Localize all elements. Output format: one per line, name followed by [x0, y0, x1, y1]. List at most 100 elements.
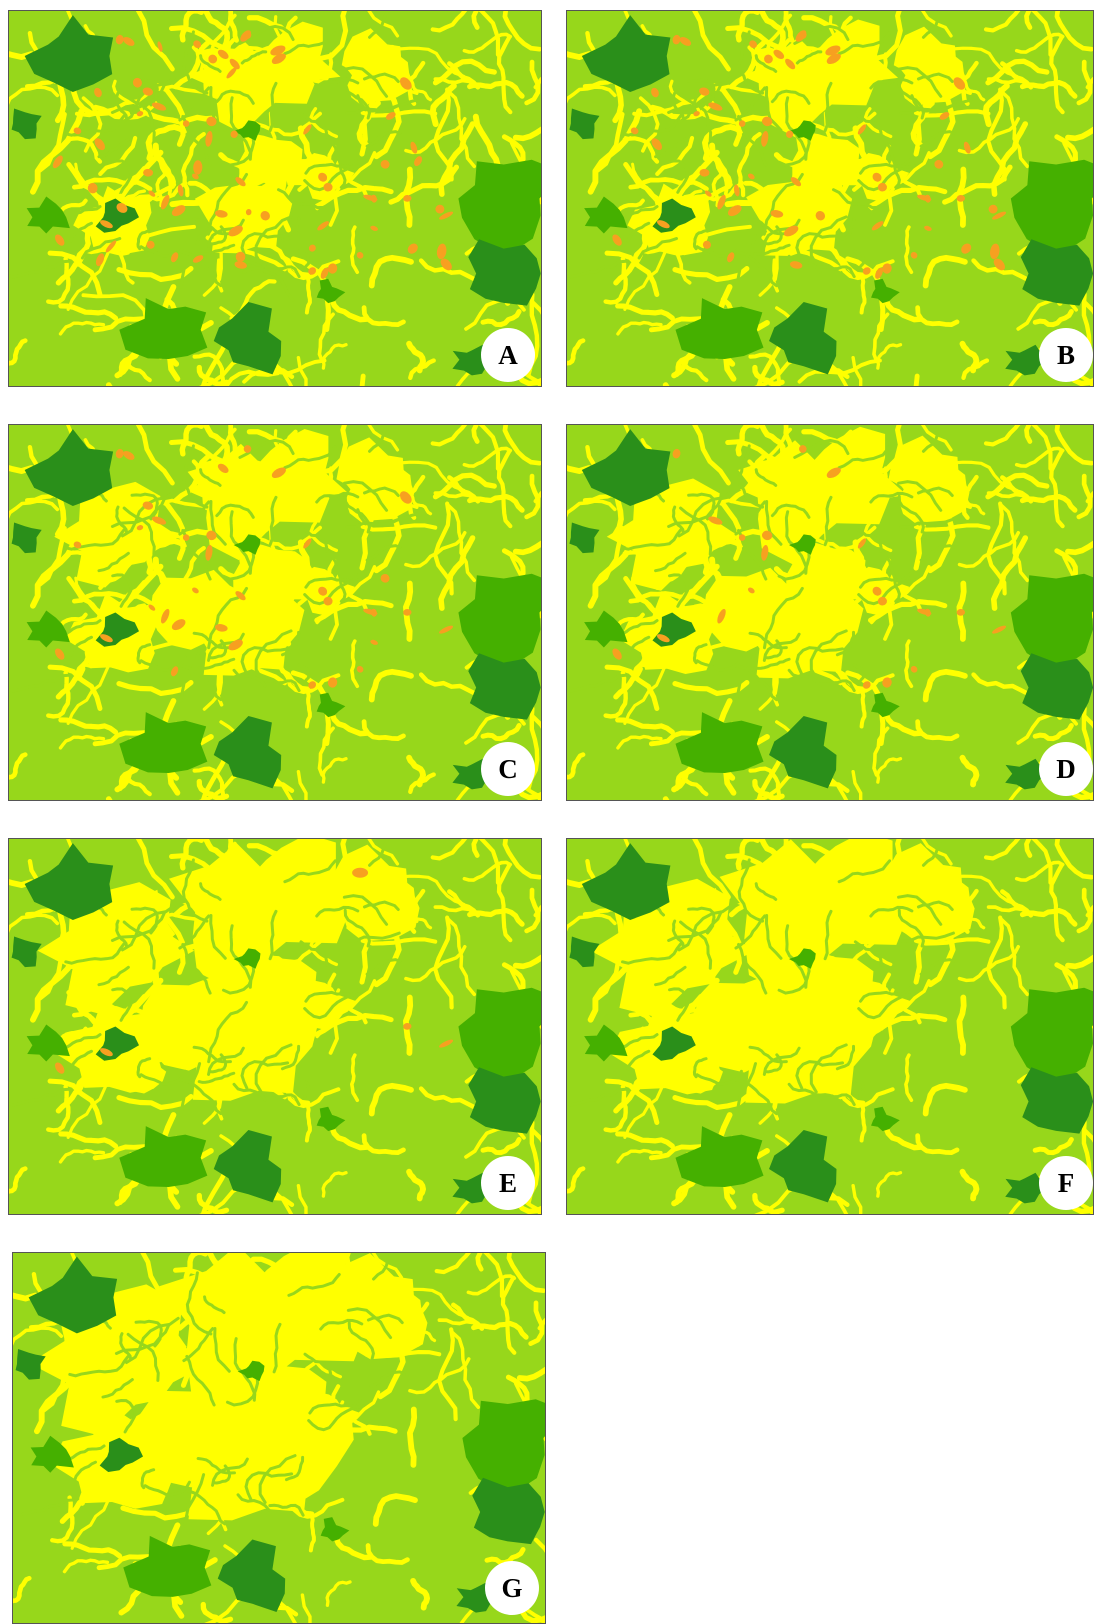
yellow-contour — [13, 1292, 39, 1302]
yellow-contour — [179, 425, 204, 457]
yellow-contour — [604, 664, 660, 711]
orange-hotspot — [148, 190, 156, 197]
yellow-contour — [1014, 446, 1065, 468]
yellow-contour — [300, 1593, 312, 1623]
orange-hotspot — [826, 467, 841, 479]
yellow-contour — [120, 1504, 198, 1521]
green-thread — [69, 221, 93, 243]
yellow-contour — [192, 352, 226, 386]
green-thread — [737, 858, 765, 923]
yellow-contour — [373, 907, 402, 988]
green-thread — [734, 86, 767, 122]
green-thread — [287, 1272, 341, 1297]
yellow-contour — [58, 320, 106, 336]
forest-patch — [316, 278, 346, 304]
green-thread — [101, 1378, 134, 1399]
forest-patch — [11, 108, 42, 140]
forest-patch — [468, 1067, 541, 1134]
forest-patch — [569, 522, 600, 554]
yellow-contour — [388, 164, 460, 205]
green-thread — [365, 544, 402, 562]
yellow-contour — [325, 1580, 352, 1607]
orange-hotspot — [747, 173, 755, 180]
green-thread — [671, 505, 685, 535]
yellow-contour — [888, 998, 922, 1025]
yellow-contour — [437, 1318, 481, 1329]
yellow-contour — [794, 57, 857, 108]
yellow-contour — [794, 885, 857, 936]
yellow-contour — [173, 454, 211, 504]
forest-patch — [788, 120, 816, 141]
yellow-contour — [245, 146, 287, 219]
orange-hotspot — [157, 41, 163, 52]
green-thread — [180, 1078, 223, 1116]
forest-patch — [871, 278, 900, 304]
yellow-contour — [315, 565, 377, 625]
yellow-contour — [245, 974, 287, 1047]
yellow-contour — [959, 1168, 980, 1202]
yellow-contour — [500, 1275, 517, 1355]
green-thread — [199, 468, 222, 487]
yellow-contour — [462, 446, 513, 468]
green-thread — [626, 1049, 651, 1071]
orange-hotspot — [917, 608, 932, 616]
green-thread — [858, 576, 916, 589]
yellow-contour — [407, 1406, 418, 1468]
yellow-contour — [638, 510, 660, 567]
yellow-contour — [692, 425, 731, 486]
green-thread — [236, 1493, 271, 1512]
green-thread — [921, 425, 944, 453]
green-thread — [858, 162, 916, 175]
green-thread — [209, 86, 227, 132]
green-thread — [179, 1062, 202, 1117]
green-thread — [181, 942, 212, 995]
yellow-contour — [306, 880, 334, 912]
forest-patch — [1010, 987, 1093, 1086]
orange-hotspot — [872, 172, 882, 182]
panel-label-b: B — [1039, 328, 1093, 382]
yellow-contour — [368, 1082, 414, 1117]
yellow-contour — [851, 1183, 863, 1214]
yellow-contour — [196, 778, 230, 800]
green-thread — [319, 1318, 364, 1331]
yellow-contour — [471, 1320, 529, 1340]
orange-hotspot — [192, 173, 199, 180]
green-thread — [853, 940, 883, 967]
green-thread — [115, 91, 129, 121]
green-thread — [668, 159, 690, 194]
yellow-contour — [780, 451, 817, 503]
panel-label-g: G — [485, 1561, 539, 1615]
yellow-contour — [462, 860, 513, 882]
green-thread — [687, 492, 716, 521]
orange-hotspot — [73, 127, 82, 135]
orange-hotspot — [761, 544, 769, 561]
green-thread — [244, 1471, 294, 1501]
yellow-contour — [875, 1171, 903, 1198]
yellow-contour — [140, 1253, 179, 1313]
yellow-contour — [672, 266, 750, 283]
yellow-contour — [37, 526, 67, 587]
green-thread — [136, 1057, 152, 1079]
yellow-contour — [209, 175, 279, 238]
yellow-contour — [764, 175, 835, 238]
green-thread — [695, 1069, 743, 1086]
forest-patch — [468, 239, 541, 306]
orange-hotspot — [235, 251, 246, 262]
yellow-contour — [260, 239, 311, 278]
orange-hotspot — [786, 130, 794, 138]
yellow-contour — [365, 1543, 410, 1565]
green-thread — [787, 668, 822, 688]
orange-hotspot — [87, 182, 98, 194]
green-thread — [919, 544, 956, 562]
yellow-contour — [920, 839, 953, 866]
yellow-contour — [632, 226, 649, 267]
green-thread — [111, 159, 133, 194]
green-thread — [68, 1355, 130, 1378]
yellow-contour — [567, 879, 593, 888]
orange-hotspot — [403, 195, 412, 202]
orange-hotspot — [323, 596, 333, 606]
yellow-contour — [1030, 425, 1053, 471]
orange-hotspot — [717, 608, 726, 624]
yellow-contour — [934, 872, 1019, 906]
orange-hotspot — [55, 1062, 65, 1074]
